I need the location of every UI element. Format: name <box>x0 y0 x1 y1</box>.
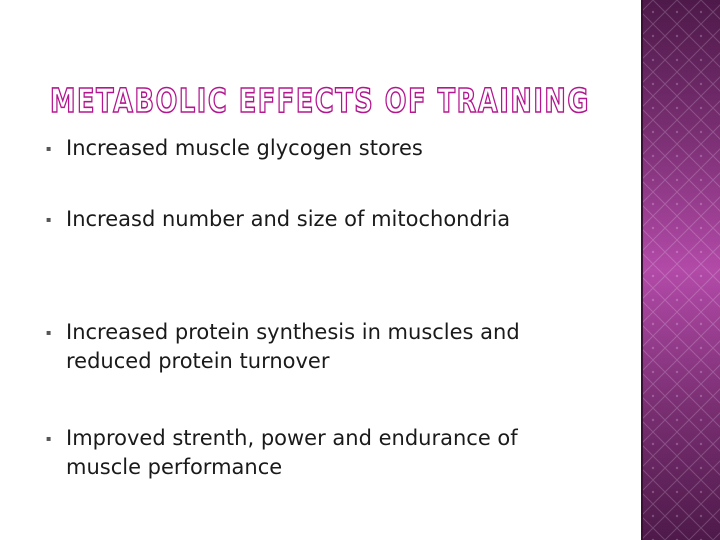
slide-title: METABOLIC EFFECTS OF TRAINING <box>50 80 590 121</box>
bullet-text: Increased muscle glycogen stores <box>66 136 423 160</box>
bullet-item: ▪ Increased muscle glycogen stores <box>46 134 606 163</box>
bullet-marker-icon: ▪ <box>46 144 52 153</box>
bullet-item: ▪ Increased protein synthesis in muscles… <box>46 318 606 376</box>
slide-title-text: METABOLIC EFFECTS OF TRAINING <box>50 81 590 120</box>
bullet-text: Increasd number and size of mitochondria <box>66 207 511 231</box>
decorative-side-band <box>641 0 720 540</box>
bullet-marker-icon: ▪ <box>46 215 52 224</box>
bullet-marker-icon: ▪ <box>46 328 52 337</box>
bullet-marker-icon: ▪ <box>46 434 52 443</box>
bullet-text: Increased protein synthesis in muscles a… <box>66 320 520 373</box>
bullet-item: ▪ Increasd number and size of mitochondr… <box>46 205 606 234</box>
bullet-item: ▪ Improved strenth, power and endurance … <box>46 424 606 482</box>
bullet-text: Improved strenth, power and endurance of… <box>66 426 518 479</box>
band-edge-line <box>641 0 643 540</box>
diamond-pattern <box>641 0 720 540</box>
